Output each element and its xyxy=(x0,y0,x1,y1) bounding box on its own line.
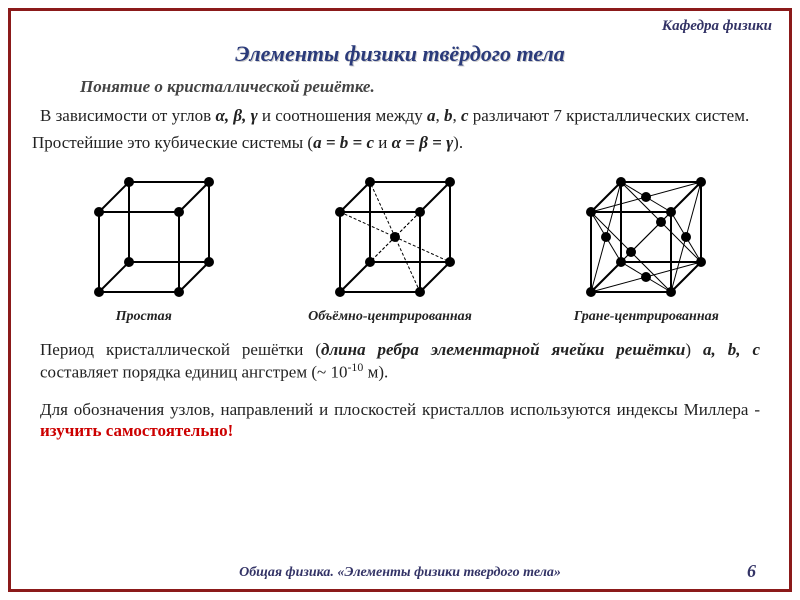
department-header: Кафедра физики xyxy=(24,18,772,35)
period-term: длина ребра элементарной ячейки решётки xyxy=(321,340,685,359)
diagram-bcc: Объёмно-центрированная xyxy=(308,162,472,325)
period-post1: ) xyxy=(685,340,703,359)
para1-pre: В зависимости от углов xyxy=(40,106,215,125)
para1-post: и соотношения между xyxy=(258,106,427,125)
simple-cubic-svg xyxy=(69,162,219,302)
sep3: , xyxy=(435,106,444,125)
paragraph-angles: В зависимости от углов α, β, γ и соотнош… xyxy=(40,105,760,126)
diagram-simple: Простая xyxy=(69,162,219,325)
page-number: 6 xyxy=(747,561,756,582)
footer: Общая физика. «Элементы физики твердого … xyxy=(24,565,776,581)
c: c xyxy=(461,106,469,125)
diagram-fcc: Гране-центрированная xyxy=(561,162,731,325)
footer-text: Общая физика. «Элементы физики твердого … xyxy=(239,565,561,581)
alpha: α xyxy=(215,106,224,125)
period-letters: a, b, c xyxy=(703,340,760,359)
period-post2: составляет порядка единиц ангстрем (~ 10 xyxy=(40,362,347,381)
paragraph-period: Период кристаллической решётки (длина ре… xyxy=(40,339,760,383)
diagrams-row: Простая xyxy=(24,162,776,325)
label-bcc: Объёмно-центрированная xyxy=(308,309,472,325)
slide-content: Кафедра физики Элементы физики твёрдого … xyxy=(24,18,776,582)
miller-text: Для обозначения узлов, направлений и пло… xyxy=(40,400,760,419)
eq1: a = b = c xyxy=(313,133,374,152)
beta: β xyxy=(233,106,242,125)
miller-red: изучить самостоятельно! xyxy=(40,421,233,440)
bcc-svg xyxy=(310,162,470,302)
gamma: γ xyxy=(251,106,258,125)
para2-pre: Простейшие это кубические системы ( xyxy=(32,133,313,152)
period-post3: м). xyxy=(363,362,388,381)
para2-mid: и xyxy=(374,133,392,152)
period-pre: Период кристаллической решётки ( xyxy=(40,340,321,359)
subtitle: Понятие о кристаллической решётке. xyxy=(80,77,776,97)
sep4: , xyxy=(452,106,461,125)
sep2: , xyxy=(242,106,251,125)
eq2: α = β = γ xyxy=(392,133,454,152)
page-title: Элементы физики твёрдого тела xyxy=(24,41,776,67)
para2-post: ). xyxy=(453,133,463,152)
fcc-svg xyxy=(561,162,731,302)
paragraph-miller: Для обозначения узлов, направлений и пло… xyxy=(40,399,760,442)
period-sup: -10 xyxy=(347,360,363,374)
paragraph-cubic: Простейшие это кубические системы (a = b… xyxy=(32,132,760,153)
label-fcc: Гране-центрированная xyxy=(561,309,731,325)
para1-tail: различают 7 кристаллических систем. xyxy=(469,106,750,125)
label-simple: Простая xyxy=(69,309,219,325)
